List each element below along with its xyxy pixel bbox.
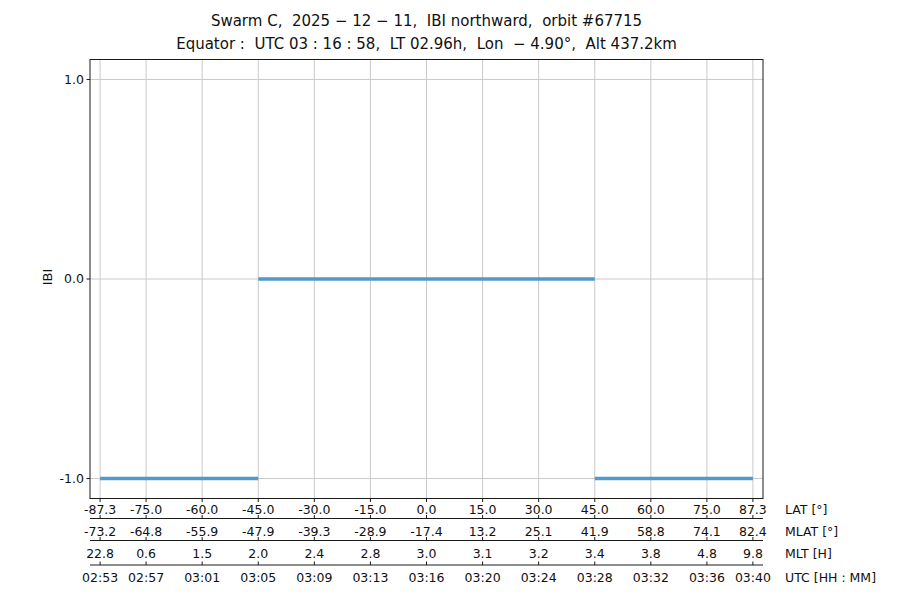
- figure: Swarm C, 2025 − 12 − 11, IBI northward, …: [0, 0, 900, 600]
- x-tick-label: 03:16: [408, 570, 444, 585]
- x-tick-label: 03:40: [735, 570, 771, 585]
- x-tick-label: 75.0: [693, 502, 721, 517]
- x-tick-label: 03:09: [296, 570, 332, 585]
- x-tick-label: -73.2: [84, 524, 116, 539]
- x-tick-label: 3.0: [417, 546, 437, 561]
- x-tick-label: 87.3: [739, 502, 767, 517]
- x-tick-label: -47.9: [242, 524, 274, 539]
- x-tick-label: -45.0: [242, 502, 274, 517]
- x-tick-label: 22.8: [86, 546, 114, 561]
- x-tick-label: 60.0: [637, 502, 665, 517]
- x-tick-label: 58.8: [637, 524, 665, 539]
- x-tick-label: 03:32: [633, 570, 669, 585]
- x-tick-label: 1.5: [192, 546, 212, 561]
- x-tick-label: -39.3: [298, 524, 330, 539]
- x-tick-label: 03:28: [577, 570, 613, 585]
- x-tick-label: 0.6: [136, 546, 156, 561]
- axis-row-name: UTC [HH : MM]: [785, 570, 876, 585]
- x-tick-label: -17.4: [410, 524, 442, 539]
- x-tick-label: 3.2: [529, 546, 549, 561]
- x-tick-label: 15.0: [469, 502, 497, 517]
- x-tick-label: 3.4: [585, 546, 605, 561]
- x-tick-label: -87.3: [84, 502, 116, 517]
- axis-row-name: MLAT [°]: [785, 524, 838, 539]
- x-tick-label: 03:24: [521, 570, 557, 585]
- x-tick-label: 82.4: [739, 524, 767, 539]
- y-tick-label: -1.0: [60, 471, 84, 486]
- x-tick-label: 4.8: [697, 546, 717, 561]
- x-tick-label: 03:20: [465, 570, 501, 585]
- x-tick-label: 74.1: [693, 524, 721, 539]
- x-tick-label: 02:57: [128, 570, 164, 585]
- x-tick-label: 03:01: [184, 570, 220, 585]
- x-tick-label: 03:13: [352, 570, 388, 585]
- x-tick-label: -60.0: [186, 502, 218, 517]
- x-tick-label: 3.8: [641, 546, 661, 561]
- x-tick-label: 03:36: [689, 570, 725, 585]
- x-tick-label: -64.8: [130, 524, 162, 539]
- x-tick-label: 03:05: [240, 570, 276, 585]
- x-tick-label: 0.0: [417, 502, 437, 517]
- x-tick-label: 2.4: [304, 546, 324, 561]
- x-tick-label: -30.0: [298, 502, 330, 517]
- x-tick-label: 41.9: [581, 524, 609, 539]
- x-tick-label: 02:53: [82, 570, 118, 585]
- x-tick-label: 2.8: [360, 546, 380, 561]
- x-tick-label: -75.0: [130, 502, 162, 517]
- x-tick-label: 2.0: [248, 546, 268, 561]
- x-tick-label: 3.1: [473, 546, 493, 561]
- axis-row-name: MLT [H]: [785, 546, 832, 561]
- x-tick-label: 9.8: [743, 546, 763, 561]
- x-tick-label: 13.2: [469, 524, 497, 539]
- x-tick-label: 30.0: [525, 502, 553, 517]
- x-tick-label: -15.0: [354, 502, 386, 517]
- y-tick-label: 0.0: [64, 271, 84, 286]
- x-tick-label: -55.9: [186, 524, 218, 539]
- x-tick-label: 45.0: [581, 502, 609, 517]
- x-tick-label: -28.9: [354, 524, 386, 539]
- x-tick-label: 25.1: [525, 524, 553, 539]
- y-tick-label: 1.0: [64, 72, 84, 87]
- plot-canvas: 1.0 0.0 -1.0 -87.3 -75.0 -60.0 -45.0 -30.0 -15.0…: [0, 0, 900, 600]
- axis-row-name: LAT [°]: [785, 502, 827, 517]
